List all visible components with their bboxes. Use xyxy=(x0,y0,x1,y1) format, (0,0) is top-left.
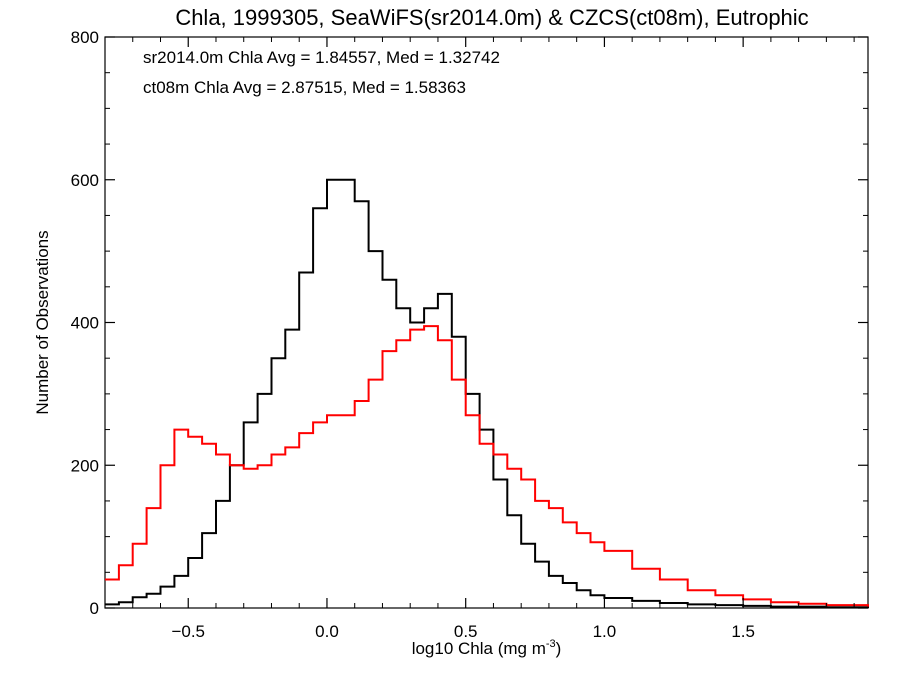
series-layer xyxy=(105,178,869,609)
chart-title: Chla, 1999305, SeaWiFS(sr2014.0m) & CZCS… xyxy=(175,5,808,30)
plot-frame xyxy=(104,36,869,609)
y-tick-label: 600 xyxy=(71,171,99,190)
y-tick-label: 800 xyxy=(71,28,99,47)
y-tick-label: 400 xyxy=(71,314,99,333)
x-tick-label: 0.0 xyxy=(315,622,339,641)
series-line-ct08m xyxy=(105,325,869,607)
x-tick-label: 0.5 xyxy=(454,622,478,641)
x-axis-label-main: log10 Chla (mg m xyxy=(412,639,546,658)
y-axis-label: Number of Observations xyxy=(33,230,52,414)
x-axis-label: log10 Chla (mg m-3) xyxy=(412,638,562,658)
annotation-ct08m: ct08m Chla Avg = 2.87515, Med = 1.58363 xyxy=(143,78,466,97)
x-tick-label: −0.5 xyxy=(171,622,205,641)
annotation-sr2014: sr2014.0m Chla Avg = 1.84557, Med = 1.32… xyxy=(143,48,500,67)
plot-area: −0.5 0.0 0.5 1.0 1.5 0 200 400 600 800 xyxy=(71,28,869,641)
tick-layer: −0.5 0.0 0.5 1.0 1.5 0 200 400 600 800 xyxy=(71,28,868,641)
x-tick-label: 1.0 xyxy=(593,622,617,641)
series-line-sr20140m xyxy=(105,178,869,609)
x-axis-label-suffix: ) xyxy=(556,639,562,658)
y-tick-label: 0 xyxy=(90,599,99,618)
x-axis-label-superscript: -3 xyxy=(546,638,556,650)
y-tick-label: 200 xyxy=(71,456,99,475)
x-tick-label: 1.5 xyxy=(731,622,755,641)
